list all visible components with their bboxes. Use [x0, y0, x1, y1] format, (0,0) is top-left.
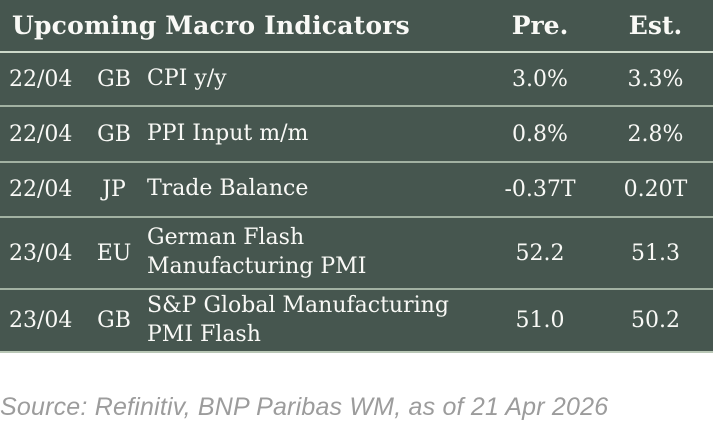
column-header-est: Est. — [628, 11, 683, 40]
table-row: 23/04 GB S&P Global Manufacturing PMI Fl… — [0, 288, 713, 351]
date-cell: 22/04 — [9, 121, 73, 147]
source-note: Source: Refinitiv, BNP Paribas WM, as of… — [0, 393, 609, 421]
pre-value: 3.0% — [512, 66, 568, 92]
country-cell: JP — [102, 177, 126, 202]
est-value: 51.3 — [631, 240, 680, 266]
indicator-cell: PPI Input m/m — [147, 120, 309, 146]
country-cell: GB — [97, 121, 131, 147]
country-cell: GB — [97, 66, 131, 92]
macro-indicators-table: Upcoming Macro Indicators Pre. Est. 22/0… — [0, 0, 713, 353]
pre-value: 51.0 — [515, 308, 565, 333]
est-value: 50.2 — [631, 308, 680, 333]
pre-value: -0.37T — [504, 177, 576, 202]
table-title: Upcoming Macro Indicators — [12, 11, 410, 40]
date-cell: 22/04 — [9, 177, 73, 202]
country-cell: EU — [96, 240, 132, 266]
est-value: 2.8% — [627, 121, 684, 147]
table-row: 22/04 JP Trade Balance -0.37T 0.20T — [0, 161, 713, 216]
indicator-cell: CPI y/y — [147, 65, 227, 91]
est-value: 0.20T — [623, 177, 688, 202]
indicator-cell: German Flash Manufacturing PMI — [147, 225, 367, 279]
table-row: 22/04 GB CPI y/y 3.0% 3.3% — [0, 51, 713, 105]
indicator-cell: Trade Balance — [147, 176, 309, 202]
table-header-row: Upcoming Macro Indicators Pre. Est. — [0, 0, 713, 51]
date-cell: 23/04 — [9, 240, 73, 266]
date-cell: 22/04 — [9, 66, 73, 92]
pre-value: 0.8% — [512, 121, 568, 147]
indicator-cell: S&P Global Manufacturing PMI Flash — [147, 292, 449, 347]
table-row: 23/04 EU German Flash Manufacturing PMI … — [0, 216, 713, 288]
table-row: 22/04 GB PPI Input m/m 0.8% 2.8% — [0, 105, 713, 161]
pre-value: 52.2 — [515, 240, 565, 266]
est-value: 3.3% — [627, 66, 684, 92]
country-cell: GB — [97, 308, 131, 333]
column-header-pre: Pre. — [511, 11, 569, 40]
date-cell: 23/04 — [9, 308, 73, 333]
